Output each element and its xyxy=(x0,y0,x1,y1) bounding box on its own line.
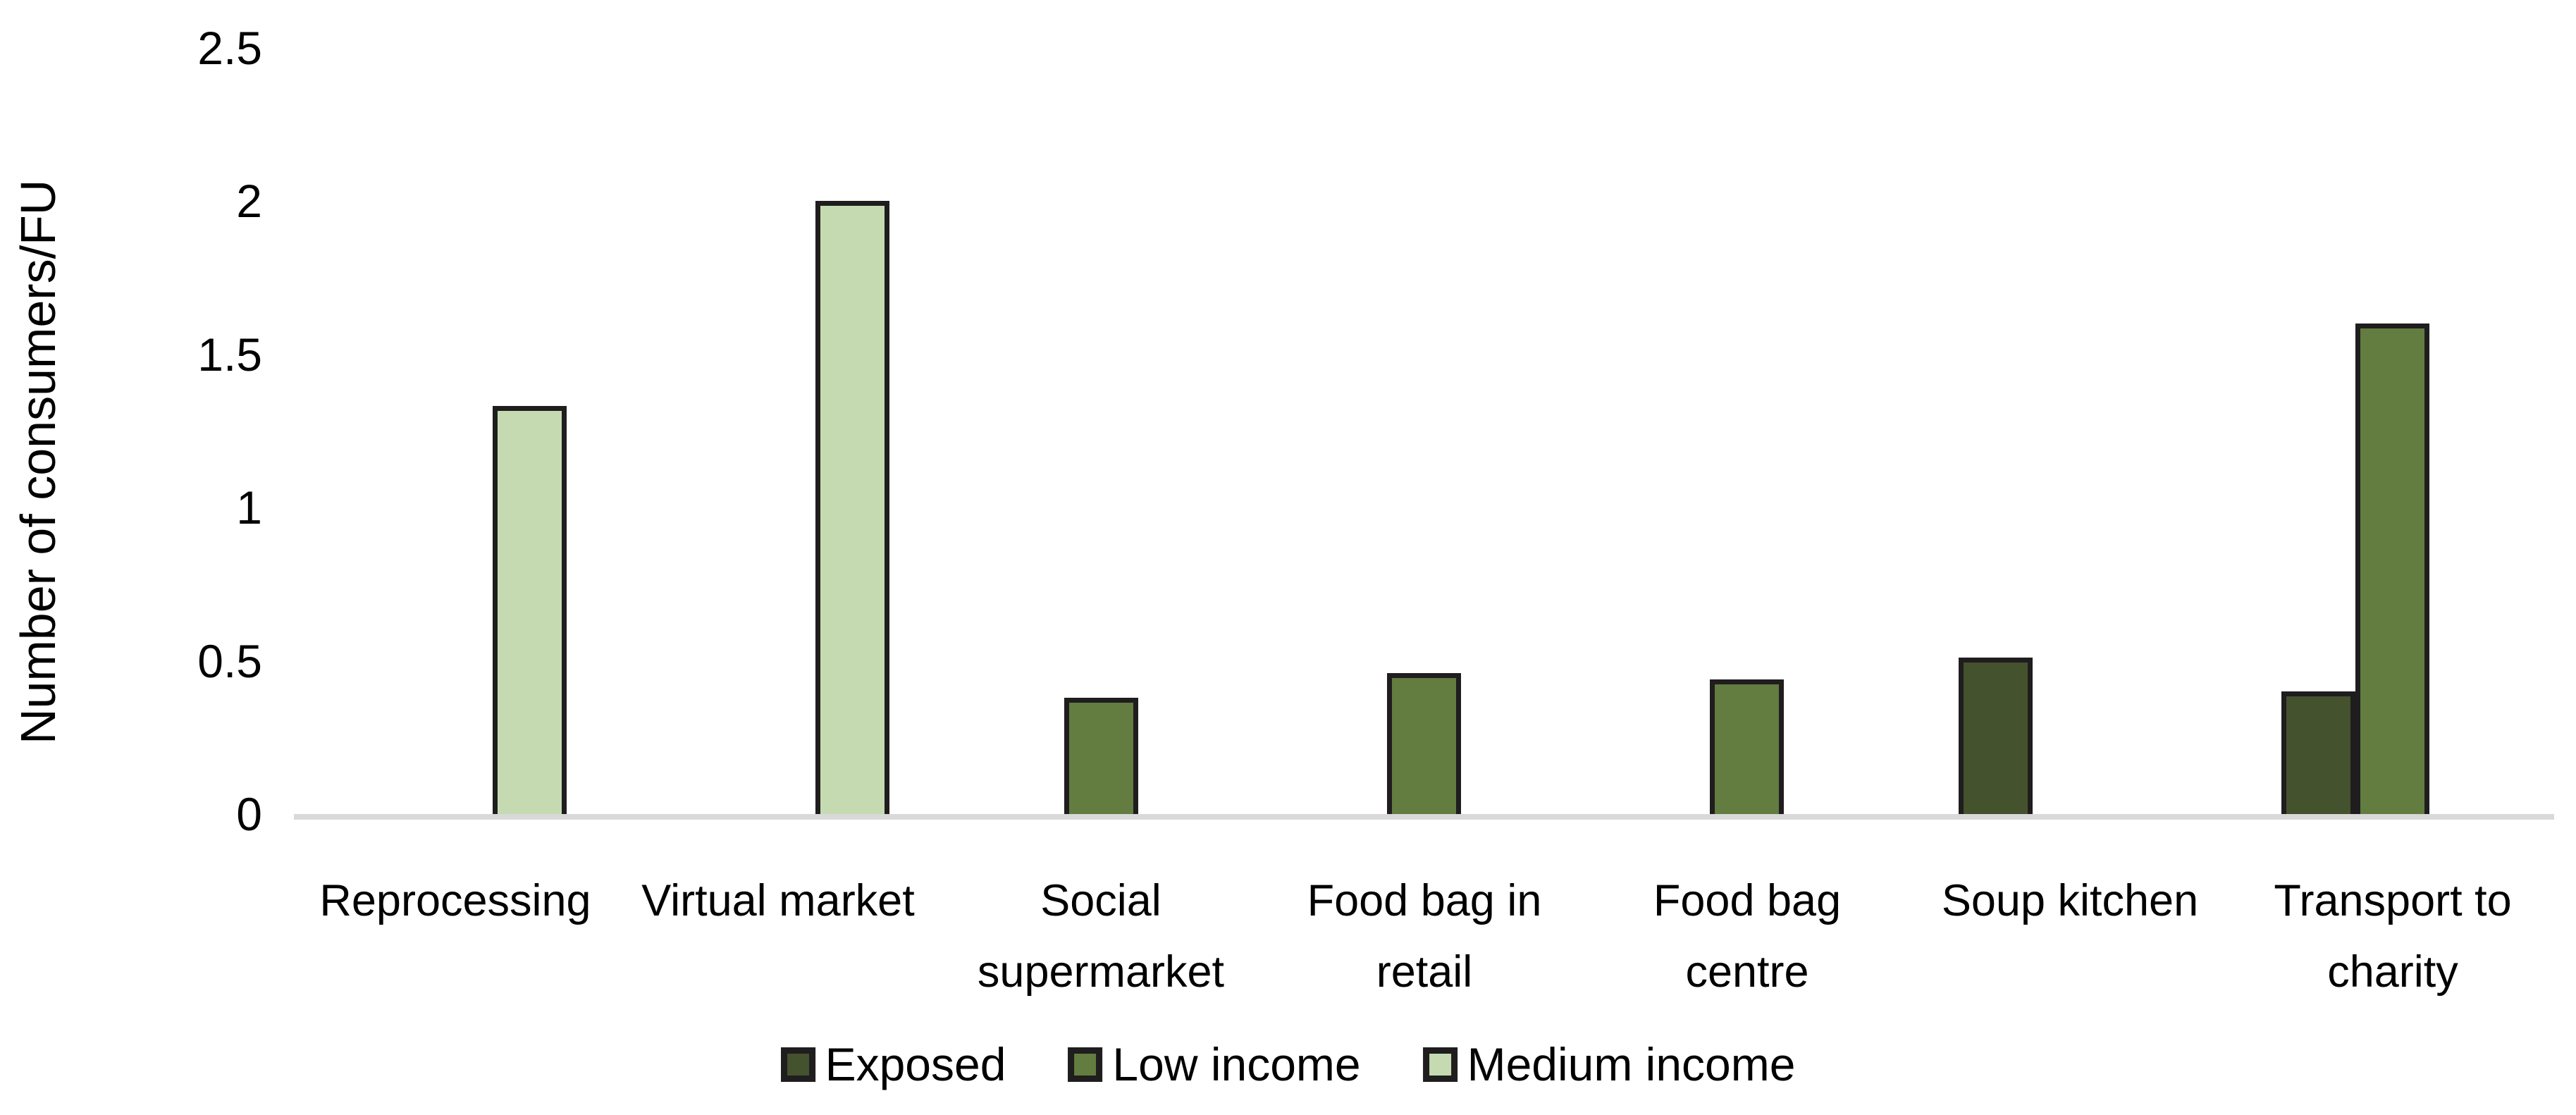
bar-low-income-4 xyxy=(1710,679,1784,814)
bar-low-income-2 xyxy=(1064,698,1138,814)
y-tick-label: 0 xyxy=(236,788,262,840)
legend-item-medium-income: Medium income xyxy=(1422,1037,1796,1091)
legend-label: Exposed xyxy=(825,1038,1006,1090)
y-tick-label: 2 xyxy=(236,175,262,227)
bar-low-income-3 xyxy=(1387,673,1461,814)
legend-label: Medium income xyxy=(1467,1038,1796,1090)
y-tick-label: 1 xyxy=(236,481,262,534)
legend-swatch-icon xyxy=(1422,1047,1458,1082)
y-tick-label: 1.5 xyxy=(197,328,262,381)
bar-medium-income-1 xyxy=(815,201,889,814)
legend-swatch-icon xyxy=(780,1047,815,1082)
legend-swatch-icon xyxy=(1068,1047,1103,1082)
bar-low-income-6 xyxy=(2355,324,2429,814)
bar-medium-income-0 xyxy=(493,406,567,814)
x-category-label: Soup kitchen xyxy=(1941,876,2199,925)
x-category-label: Virtual market xyxy=(641,876,915,925)
bar-exposed-6 xyxy=(2281,691,2355,814)
legend-label: Low income xyxy=(1112,1038,1361,1090)
x-category-label: Transport to charity xyxy=(2274,876,2512,997)
x-category-label: Social supermarket xyxy=(977,876,1225,997)
x-category-label: Reprocessing xyxy=(319,876,591,925)
x-category-label: Food bag in retail xyxy=(1307,876,1542,997)
y-axis-title: Number of consumers/FU xyxy=(11,179,66,744)
y-tick-label: 0.5 xyxy=(197,634,262,687)
legend-item-exposed: Exposed xyxy=(780,1037,1006,1091)
x-axis-line xyxy=(294,814,2554,820)
x-category-label: Food bag centre xyxy=(1653,876,1842,997)
bar-exposed-5 xyxy=(1959,658,2033,814)
legend-item-low-income: Low income xyxy=(1068,1037,1361,1091)
legend: Exposed Low income Medium income xyxy=(780,1037,1796,1091)
y-tick-label: 2.5 xyxy=(197,21,262,74)
